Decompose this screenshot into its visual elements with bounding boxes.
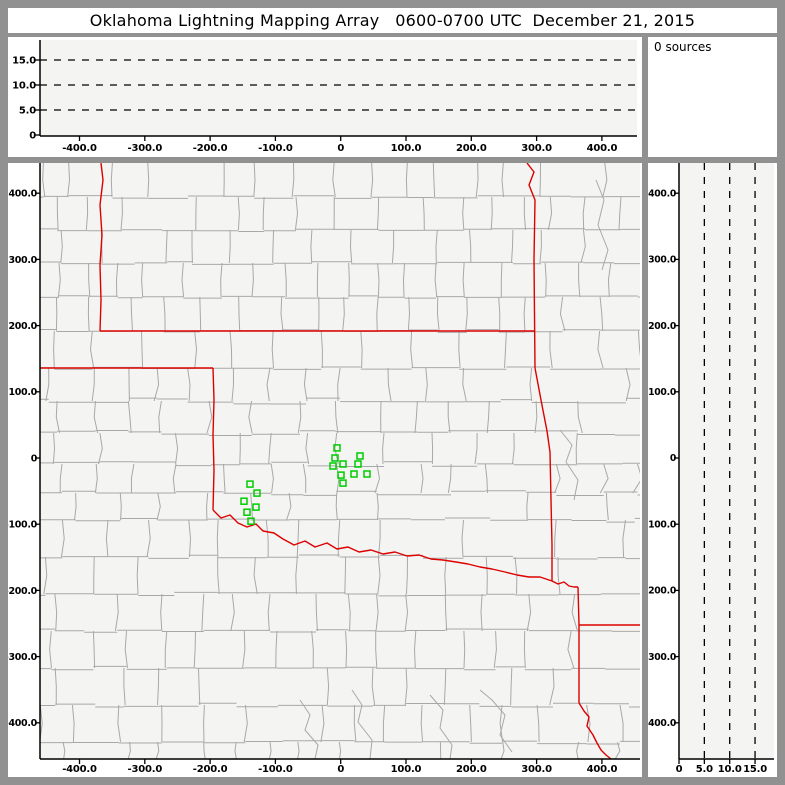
svg-text:15.0: 15.0: [743, 764, 767, 775]
svg-text:-400.0: -400.0: [62, 764, 97, 775]
altitude-ns-plot[interactable]: 400.0 300.0 200.0 100.0 0 -100.0 -200.0 -300.0 -…: [648, 163, 777, 777]
svg-text:-400.0: -400.0: [8, 718, 38, 729]
svg-text:-100.0: -100.0: [258, 764, 293, 775]
svg-text:-100.0: -100.0: [258, 143, 293, 154]
svg-text:-400.0: -400.0: [62, 143, 97, 154]
svg-text:-200.0: -200.0: [648, 586, 677, 597]
svg-text:-100.0: -100.0: [8, 520, 38, 531]
svg-text:-300.0: -300.0: [128, 143, 163, 154]
svg-text:15.0: 15.0: [12, 56, 36, 67]
svg-text:-300.0: -300.0: [128, 764, 163, 775]
title-bar: Oklahoma Lightning Mapping Array 0600-07…: [8, 8, 777, 33]
svg-text:400.0: 400.0: [587, 764, 618, 775]
svg-text:5.0: 5.0: [696, 764, 713, 775]
svg-text:0: 0: [337, 764, 344, 775]
svg-text:-200.0: -200.0: [193, 764, 228, 775]
svg-text:5.0: 5.0: [19, 106, 36, 117]
svg-text:100.0: 100.0: [8, 387, 37, 398]
plan-view-plot[interactable]: 400.0 300.0 200.0 100.0 0 -100.0 -200.0 -300.0 -…: [8, 163, 642, 777]
svg-text:300.0: 300.0: [521, 764, 552, 775]
svg-text:300.0: 300.0: [521, 143, 552, 154]
svg-text:100.0: 100.0: [391, 143, 422, 154]
svg-text:-100.0: -100.0: [648, 519, 677, 530]
svg-text:-200.0: -200.0: [193, 143, 228, 154]
altitude-ew-plot[interactable]: 15.0 10.0 5.0 0 -400.0 -300.0 -200.0 -100.0 0 100…: [8, 37, 642, 157]
svg-text:200.0: 200.0: [8, 321, 37, 332]
svg-text:0: 0: [29, 131, 36, 142]
svg-text:-300.0: -300.0: [8, 652, 38, 663]
svg-text:0: 0: [337, 143, 344, 154]
svg-text:-300.0: -300.0: [648, 652, 677, 663]
svg-text:200.0: 200.0: [456, 143, 487, 154]
altitude-ns-panel[interactable]: 400.0 300.0 200.0 100.0 0 -100.0 -200.0 -300.0 -…: [648, 163, 777, 777]
svg-text:100.0: 100.0: [391, 764, 422, 775]
svg-text:10.0: 10.0: [12, 81, 36, 92]
svg-text:400.0: 400.0: [648, 188, 677, 199]
svg-text:0: 0: [31, 453, 38, 464]
svg-text:0: 0: [670, 453, 677, 464]
svg-text:-200.0: -200.0: [8, 586, 38, 597]
source-count-panel: 0 sources: [648, 37, 777, 157]
svg-text:300.0: 300.0: [648, 255, 677, 266]
svg-text:10.0: 10.0: [718, 764, 742, 775]
svg-text:200.0: 200.0: [648, 321, 677, 332]
source-count-label: 0 sources: [654, 40, 712, 54]
svg-text:-400.0: -400.0: [648, 718, 677, 729]
svg-text:400.0: 400.0: [587, 143, 618, 154]
svg-text:300.0: 300.0: [8, 255, 37, 266]
svg-text:0: 0: [676, 764, 683, 775]
altitude-ew-panel[interactable]: 15.0 10.0 5.0 0 -400.0 -300.0 -200.0 -100.0 0 100…: [8, 37, 642, 157]
plan-view-panel[interactable]: 400.0 300.0 200.0 100.0 0 -100.0 -200.0 -300.0 -…: [8, 163, 642, 777]
page-title: Oklahoma Lightning Mapping Array 0600-07…: [89, 11, 696, 30]
svg-text:100.0: 100.0: [648, 387, 677, 398]
svg-text:400.0: 400.0: [8, 189, 37, 200]
svg-text:200.0: 200.0: [456, 764, 487, 775]
